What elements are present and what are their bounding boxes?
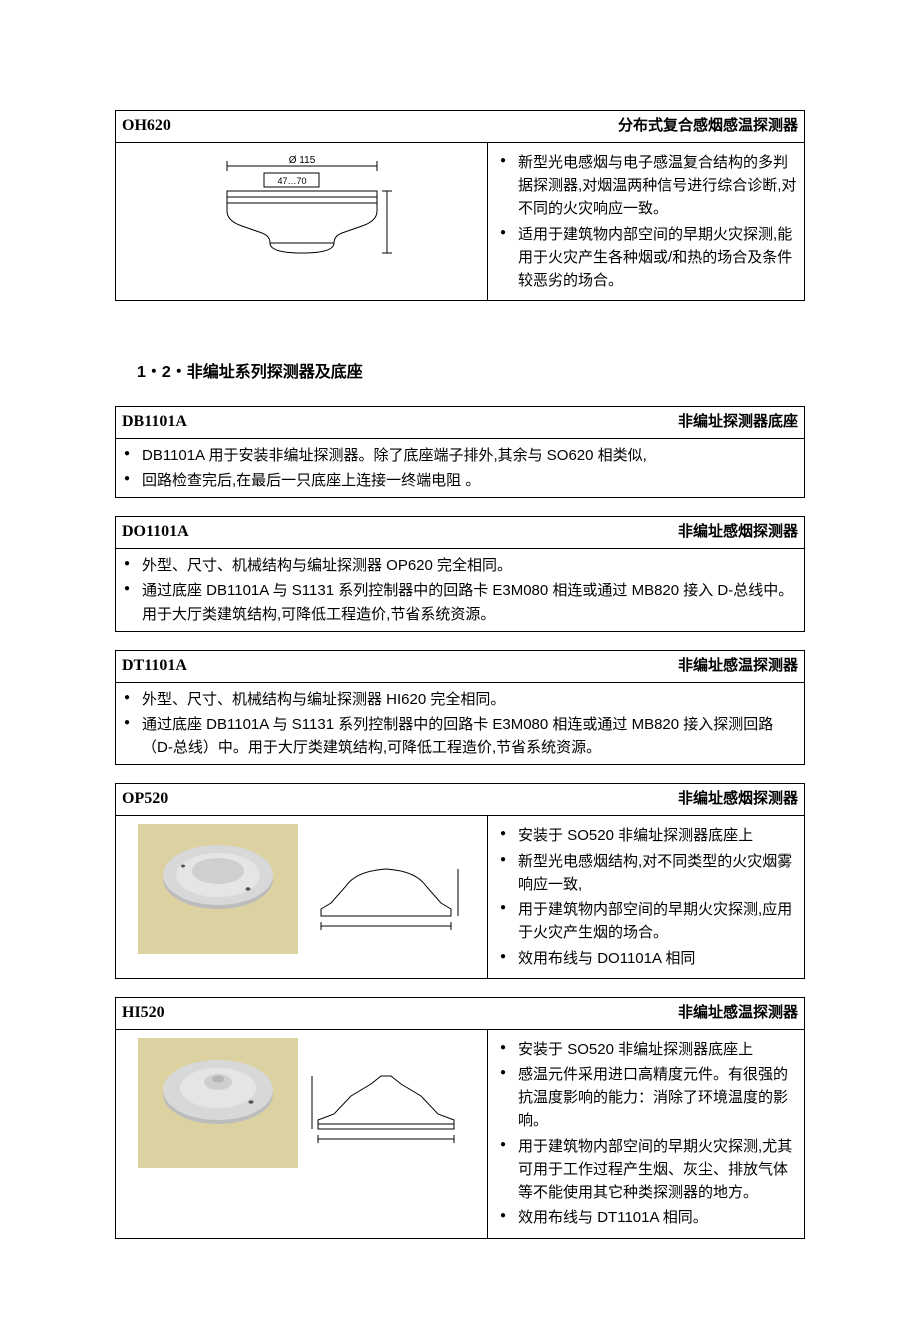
detector-profile-icon [306, 831, 466, 941]
hi520-bullet-4: 效用布线与 DT1101A 相同。 [498, 1206, 798, 1229]
dt1101a-code: DT1101A [116, 650, 387, 682]
dt1101a-box: DT1101A 非编址感温探测器 外型、尺寸、机械结构与编址探测器 HI620 … [115, 650, 805, 766]
op520-box: OP520 非编址感烟探测器 [115, 783, 805, 978]
op520-desc: 非编址感烟探测器 [488, 784, 805, 816]
svg-text:Ø 115: Ø 115 [288, 155, 315, 166]
hi520-bullet-3: 用于建筑物内部空间的早期火灾探测,尤其可用于工作过程产生烟、灰尘、排放气体等不能… [498, 1135, 798, 1205]
oh620-desc: 分布式复合感烟感温探测器 [488, 111, 805, 143]
svg-text:47…70: 47…70 [277, 176, 306, 186]
detector-diagram-icon: Ø 115 47…70 [192, 151, 412, 271]
hi520-code: HI520 [116, 997, 488, 1029]
db1101a-bullet-1: DB1101A 用于安装非编址探测器。除了底座端子排外,其余与 SO620 相类… [122, 444, 798, 467]
do1101a-box: DO1101A 非编址感烟探测器 外型、尺寸、机械结构与编址探测器 OP620 … [115, 516, 805, 632]
do1101a-text: 外型、尺寸、机械结构与编址探测器 OP620 完全相同。 通过底座 DB1101… [116, 549, 805, 632]
oh620-bullet-1: 新型光电感烟与电子感温复合结构的多判据探测器,对烟温两种信号进行综合诊断,对不同… [498, 151, 798, 221]
op520-bullet-2: 新型光电感烟结构,对不同类型的火灾烟雾响应一致, [498, 850, 798, 897]
op520-image [116, 816, 488, 979]
document-page: OH620 分布式复合感烟感温探测器 Ø 115 47…70 [0, 0, 920, 1317]
hi520-bullet-1: 安装于 SO520 非编址探测器底座上 [498, 1038, 798, 1061]
op520-profile-drawing [306, 831, 466, 948]
do1101a-code: DO1101A [116, 517, 388, 549]
db1101a-text: DB1101A 用于安装非编址探测器。除了底座端子排外,其余与 SO620 相类… [116, 438, 805, 498]
do1101a-bullet-2: 通过底座 DB1101A 与 S1131 系列控制器中的回路卡 E3M080 相… [122, 579, 798, 626]
op520-text: 安装于 SO520 非编址探测器底座上 新型光电感烟结构,对不同类型的火灾烟雾响… [488, 816, 805, 979]
op520-bullet-1: 安装于 SO520 非编址探测器底座上 [498, 824, 798, 847]
hi520-profile-drawing [306, 1044, 466, 1161]
hi520-bullet-2: 感温元件采用进口高精度元件。有很强的抗温度影响的能力：消除了环境温度的影响。 [498, 1063, 798, 1133]
op520-bullet-3: 用于建筑物内部空间的早期火灾探测,应用于火灾产生烟的场合。 [498, 898, 798, 945]
db1101a-box: DB1101A 非编址探测器底座 DB1101A 用于安装非编址探测器。除了底座… [115, 406, 805, 498]
op520-photo [138, 824, 298, 954]
hi520-box: HI520 非编址感温探测器 [115, 997, 805, 1239]
op520-bullet-4: 效用布线与 DO1101A 相同 [498, 947, 798, 970]
oh620-code: OH620 [116, 111, 488, 143]
op520-code: OP520 [116, 784, 488, 816]
oh620-diagram: Ø 115 47…70 [116, 142, 488, 301]
oh620-bullet-2: 适用于建筑物内部空间的早期火灾探测,能用于火灾产生各种烟或/和热的场合及条件较恶… [498, 223, 798, 293]
do1101a-bullet-1: 外型、尺寸、机械结构与编址探测器 OP620 完全相同。 [122, 554, 798, 577]
oh620-box: OH620 分布式复合感烟感温探测器 Ø 115 47…70 [115, 110, 805, 301]
dt1101a-bullet-2: 通过底座 DB1101A 与 S1131 系列控制器中的回路卡 E3M080 相… [122, 713, 798, 760]
db1101a-desc: 非编址探测器底座 [370, 407, 805, 439]
detector-photo-icon [153, 831, 283, 941]
dt1101a-bullet-1: 外型、尺寸、机械结构与编址探测器 HI620 完全相同。 [122, 688, 798, 711]
section-title: 1・2・非编址系列探测器及底座 [137, 361, 805, 386]
hi520-photo [138, 1038, 298, 1168]
dt1101a-desc: 非编址感温探测器 [386, 650, 804, 682]
hi520-image [116, 1029, 488, 1238]
dt1101a-text: 外型、尺寸、机械结构与编址探测器 HI620 完全相同。 通过底座 DB1101… [116, 682, 805, 765]
db1101a-bullet-2: 回路检查完后,在最后一只底座上连接一终端电阻 。 [122, 469, 798, 492]
do1101a-desc: 非编址感烟探测器 [388, 517, 805, 549]
detector-profile-icon [306, 1044, 466, 1154]
hi520-desc: 非编址感温探测器 [488, 997, 805, 1029]
hi520-text: 安装于 SO520 非编址探测器底座上 感温元件采用进口高精度元件。有很强的抗温… [488, 1029, 805, 1238]
oh620-text: 新型光电感烟与电子感温复合结构的多判据探测器,对烟温两种信号进行综合诊断,对不同… [488, 142, 805, 301]
detector-photo-icon [153, 1044, 283, 1154]
db1101a-code: DB1101A [116, 407, 370, 439]
